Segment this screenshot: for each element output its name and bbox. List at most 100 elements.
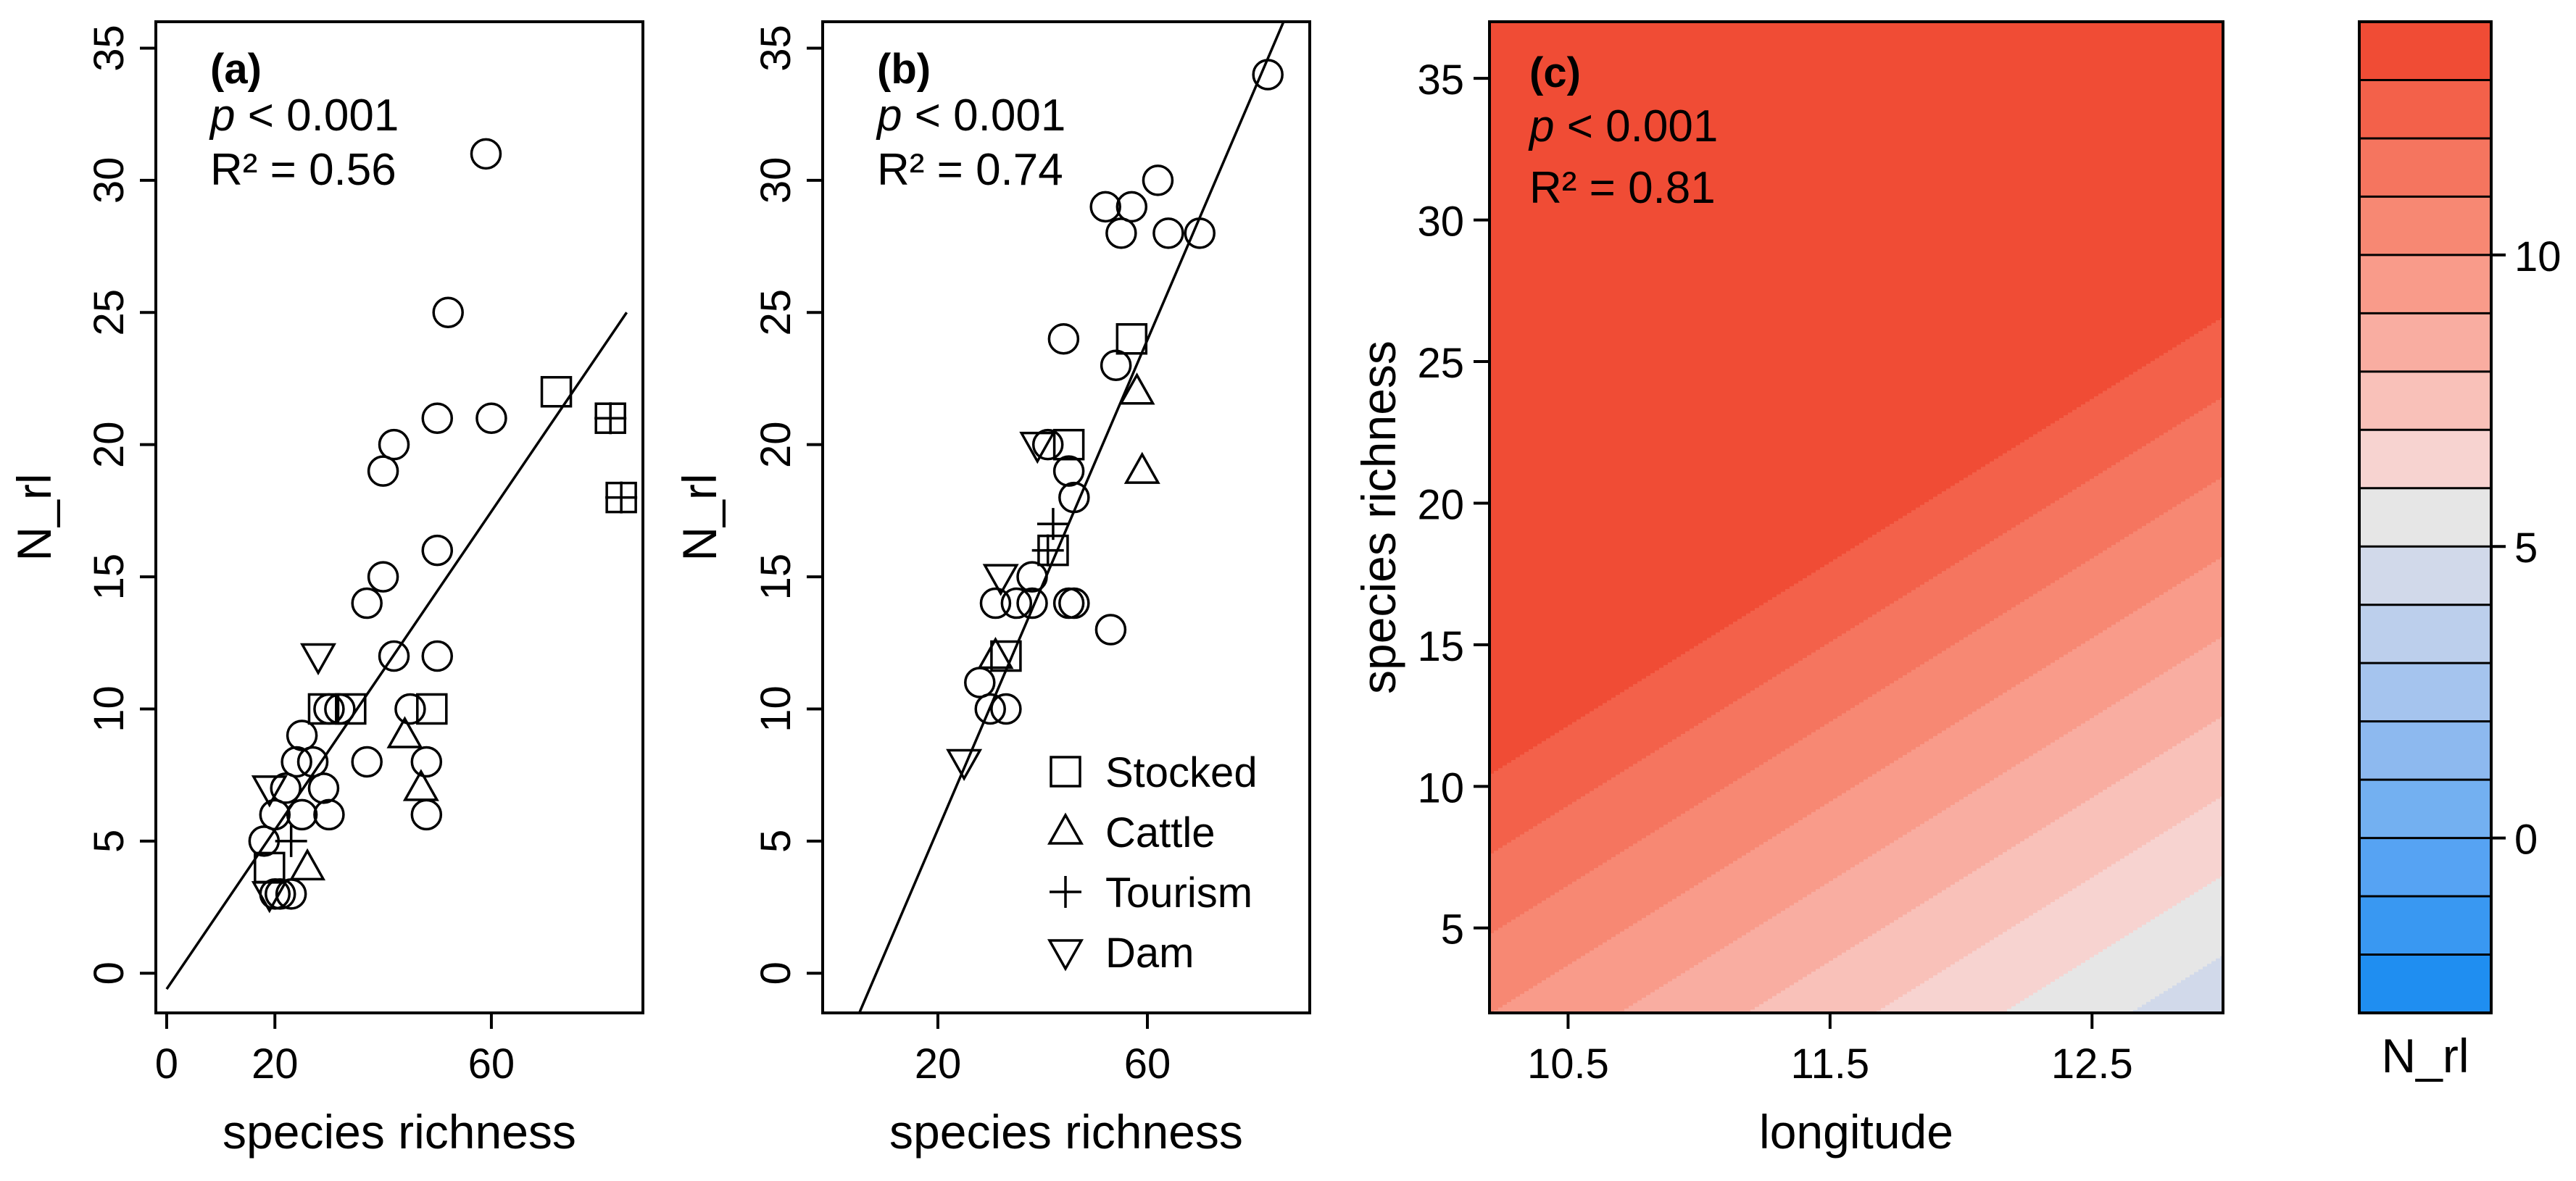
- contour-band: [2146, 921, 2151, 1002]
- contour-band: [1946, 887, 1951, 967]
- contour-band: [1594, 867, 1599, 948]
- panel-b-point-other: [1058, 481, 1090, 514]
- contour-band: [2033, 752, 2038, 833]
- contour-band: [1550, 814, 1555, 896]
- contour-band: [2059, 896, 2064, 977]
- contour-band: [2111, 464, 2116, 546]
- contour-band: [1903, 834, 1908, 915]
- colorbar-band: [2359, 430, 2491, 488]
- contour-band: [2216, 320, 2221, 401]
- panel-b-frame: [821, 20, 1311, 1014]
- contour-band: [1916, 746, 1921, 827]
- contour-band: [1568, 724, 1573, 805]
- contour-band: [1864, 778, 1869, 859]
- contour-band: [2107, 22, 2112, 388]
- contour-band: [1529, 748, 1534, 830]
- contour-band: [2194, 572, 2199, 654]
- contour-band: [1990, 859, 1995, 940]
- contour-band: [1642, 917, 1647, 998]
- contour-band: [1637, 999, 1642, 1014]
- contour-band: [1594, 708, 1599, 788]
- panel-a-point-dam: [300, 643, 336, 676]
- contour-band: [1694, 725, 1699, 806]
- contour-band: [1685, 810, 1690, 891]
- contour-band: [1694, 964, 1699, 1014]
- contour-band: [2016, 22, 2021, 446]
- contour-band: [2168, 588, 2173, 669]
- contour-band: [1659, 906, 1664, 987]
- colorbar: 0 5 10 N_rl: [2358, 20, 2562, 1082]
- contour-band: [1642, 757, 1647, 838]
- contour-band: [1916, 666, 1921, 747]
- contour-band: [1946, 806, 1951, 888]
- contour-band: [1707, 796, 1712, 877]
- contour-band: [2133, 451, 2138, 532]
- contour-band: [1590, 869, 1595, 951]
- contour-band: [1890, 1001, 1895, 1014]
- contour-band: [2077, 646, 2082, 727]
- contour-band: [2107, 866, 2112, 947]
- contour-band: [1563, 886, 1569, 967]
- contour-band: [1920, 823, 1925, 904]
- contour-band: [2042, 508, 2047, 589]
- contour-band: [1655, 749, 1660, 830]
- contour-band: [2055, 499, 2060, 580]
- contour-band: [1785, 748, 1790, 829]
- contour-band: [2103, 869, 2108, 950]
- contour-band: [2098, 711, 2103, 793]
- contour-band: [2024, 678, 2029, 759]
- contour-band: [1733, 701, 1738, 782]
- contour-band: [2085, 959, 2090, 1014]
- contour-band: [1781, 22, 1786, 592]
- contour-band: [1924, 581, 1929, 662]
- contour-band: [1763, 22, 1769, 603]
- contour-band: [1611, 936, 1616, 1014]
- contour-band: [1842, 633, 1847, 714]
- contour-band: [2177, 504, 2182, 585]
- contour-band: [1911, 669, 1916, 750]
- contour-band: [1833, 877, 1838, 959]
- contour-band: [2203, 886, 2208, 967]
- contour-band: [1516, 22, 1521, 758]
- contour-band: [1959, 559, 1964, 640]
- colorbar-frame: [2358, 20, 2493, 1014]
- contour-band: [2146, 1001, 2151, 1014]
- contour-band: [1698, 22, 1703, 643]
- contour-band: [1572, 961, 1577, 1014]
- contour-band: [2077, 406, 2082, 487]
- contour-band: [1659, 667, 1664, 748]
- contour-band: [2142, 365, 2147, 446]
- contour-band: [1933, 575, 1938, 656]
- contour-band: [2190, 655, 2195, 735]
- contour-band: [1559, 889, 1564, 970]
- contour-band: [1898, 996, 1903, 1014]
- contour-band: [1746, 612, 1751, 693]
- contour-band: [1746, 772, 1751, 853]
- contour-band: [1811, 572, 1816, 653]
- contour-band: [1924, 22, 1929, 503]
- contour-band: [1929, 498, 1934, 580]
- contour-band: [1794, 982, 1799, 1014]
- contour-band: [1907, 751, 1912, 832]
- contour-band: [2072, 808, 2077, 889]
- contour-band: [1807, 654, 1812, 735]
- legend-label-dam: Dam: [1105, 930, 1194, 977]
- contour-band: [1890, 603, 1895, 684]
- contour-band: [2016, 604, 2021, 685]
- contour-band: [1937, 493, 1943, 574]
- contour-band: [2094, 874, 2099, 955]
- contour-band: [1977, 628, 1982, 709]
- contour-band: [1798, 659, 1803, 740]
- contour-band: [2151, 919, 2156, 1000]
- contour-band: [1642, 677, 1647, 759]
- contour-band: [2037, 22, 2043, 432]
- panel-b-point-other: [1052, 455, 1085, 487]
- contour-band: [2007, 1008, 2012, 1014]
- contour-band: [1681, 654, 1686, 734]
- contour-band: [2068, 22, 2073, 413]
- contour-band: [1520, 913, 1525, 994]
- contour-band: [1607, 699, 1612, 780]
- contour-band: [2142, 844, 2147, 925]
- contour-band: [2037, 590, 2043, 671]
- contour-band: [2155, 836, 2160, 917]
